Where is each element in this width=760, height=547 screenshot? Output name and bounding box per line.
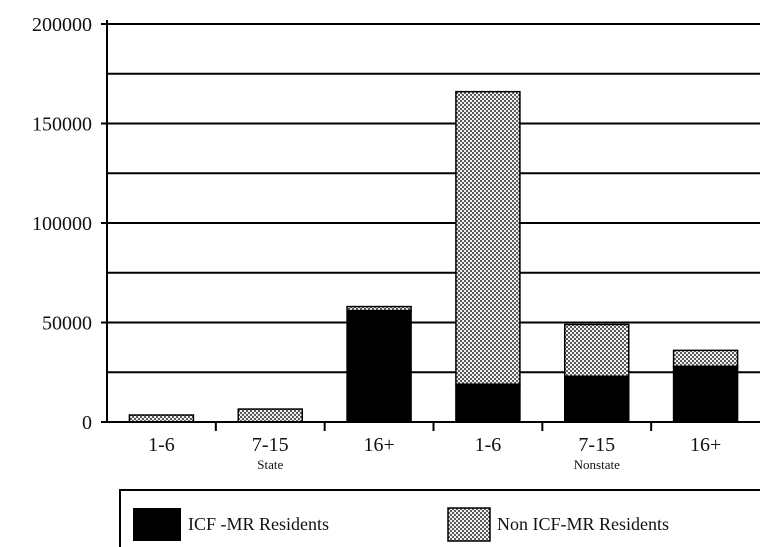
y-tick-label: 0 (82, 412, 92, 434)
x-tick-label: 1-6 (148, 434, 175, 456)
gridlines (107, 23, 760, 374)
bar-segment-non-icf (672, 349, 739, 368)
bar-segment-icf (346, 309, 412, 423)
bar-segment-icf (672, 365, 739, 423)
x-tick-label: 16+ (363, 434, 394, 456)
tick-labels: 0 50000 100000 150000 200000 1-6 7-15 16+ 1-6 7-1… (32, 14, 721, 472)
x-tick-label: 7-15 (252, 434, 289, 456)
legend-swatch-icf (133, 508, 181, 541)
x-tick-label: 7-15 (578, 434, 615, 456)
bar-segment-non-icf (346, 305, 412, 312)
x-tick-label: 16+ (690, 434, 721, 456)
y-tick-label: 50000 (42, 313, 92, 335)
bar-segment-non-icf (237, 408, 303, 423)
legend-label-icf: ICF -MR Residents (188, 514, 329, 534)
y-tick-label: 100000 (32, 213, 92, 235)
bar-segment-non-icf (564, 323, 630, 377)
group-label: State (257, 457, 283, 472)
bar-segment-icf (564, 375, 630, 423)
bar-segment-non-icf (455, 90, 521, 385)
bar-segment-non-icf (128, 414, 195, 423)
legend-swatch-non-icf (447, 507, 491, 542)
legend-label-non-icf: Non ICF-MR Residents (497, 514, 669, 534)
legend-box (119, 489, 760, 547)
y-tick-label: 200000 (32, 14, 92, 36)
y-tick-label: 150000 (32, 114, 92, 136)
group-label: Nonstate (574, 457, 620, 472)
axes (101, 20, 760, 431)
legend: ICF -MR Residents Non ICF-MR Residents (119, 489, 760, 547)
bar-segment-icf (455, 383, 521, 423)
x-tick-label: 1-6 (475, 434, 502, 456)
